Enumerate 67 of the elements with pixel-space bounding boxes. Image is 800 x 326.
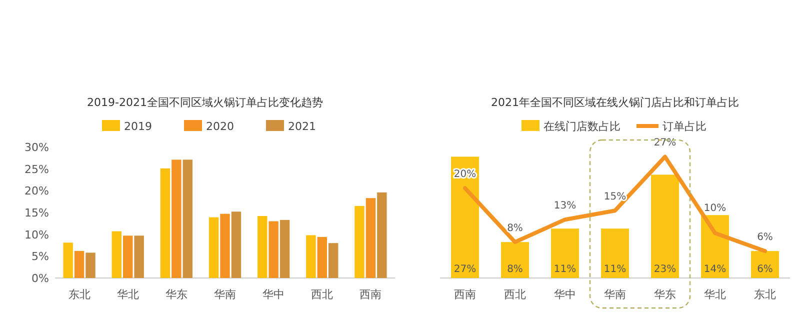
legend-label: 在线门店数占比: [544, 120, 620, 133]
y-tick-label: 25%: [24, 162, 49, 176]
x-tick-label: 华北: [116, 288, 139, 301]
bar: [268, 221, 278, 278]
data-label: 8%: [507, 223, 523, 234]
data-label: 23%: [654, 264, 676, 275]
bar: [220, 214, 230, 278]
x-tick-label: 西北: [311, 288, 334, 301]
bar: [231, 212, 242, 278]
bar: [208, 217, 219, 278]
x-tick-label: 西北: [504, 288, 526, 301]
bar: [317, 236, 327, 278]
x-tick-label: 华南: [604, 288, 626, 301]
data-label: 11%: [604, 264, 626, 275]
x-tick-label: 东北: [754, 288, 776, 301]
x-tick-label: 华中: [262, 288, 285, 301]
data-label: 14%: [704, 264, 726, 275]
bar: [306, 235, 316, 278]
legend-label: 2021: [288, 120, 316, 133]
bar: [501, 242, 529, 278]
bar: [182, 160, 192, 278]
data-label: 8%: [507, 264, 523, 275]
bar: [63, 242, 73, 278]
bar: [328, 243, 338, 278]
data-label: 6%: [757, 264, 773, 275]
data-label: 20%: [454, 169, 476, 180]
y-tick-label: 30%: [24, 141, 49, 154]
x-tick-label: 华东: [654, 288, 676, 301]
bar: [172, 160, 182, 278]
data-label: 13%: [554, 200, 576, 212]
bar: [280, 220, 290, 278]
data-label: 27%: [454, 264, 476, 275]
x-tick-label: 华中: [554, 288, 576, 301]
x-tick-label: 华北: [704, 288, 726, 301]
x-tick-label: 西南: [360, 288, 382, 301]
legend-label: 2019: [124, 120, 152, 133]
data-label: 11%: [554, 264, 576, 275]
bar: [258, 216, 268, 278]
x-tick-label: 华东: [165, 288, 188, 301]
y-tick-label: 0%: [32, 272, 49, 285]
data-label: 6%: [757, 232, 773, 244]
bar: [601, 228, 629, 278]
chart-title: 2021年全国不同区域在线火锅门店占比和订单占比: [491, 96, 739, 109]
bar: [74, 250, 84, 278]
bar: [354, 206, 364, 278]
chart-title: 2019-2021全国不同区域火锅订单占比变化趋势: [87, 96, 323, 109]
bar: [651, 174, 679, 278]
x-tick-label: 西南: [454, 288, 476, 301]
data-label: 15%: [604, 192, 626, 203]
bar: [86, 252, 96, 278]
data-label: 10%: [704, 203, 726, 214]
y-tick-label: 20%: [24, 184, 49, 198]
bar: [377, 192, 387, 278]
bar: [123, 236, 133, 278]
legend-label: 订单占比: [662, 120, 706, 133]
bar: [551, 228, 579, 278]
bar: [160, 168, 170, 278]
bar: [751, 251, 779, 278]
bar: [112, 231, 122, 278]
legend-label: 2020: [206, 120, 234, 133]
y-tick-label: 10%: [24, 228, 49, 242]
bar: [134, 236, 144, 278]
x-tick-label: 华南: [214, 288, 236, 301]
x-tick-label: 东北: [68, 288, 90, 301]
y-tick-label: 15%: [24, 206, 49, 220]
bar: [366, 198, 376, 278]
y-tick-label: 5%: [32, 250, 49, 264]
